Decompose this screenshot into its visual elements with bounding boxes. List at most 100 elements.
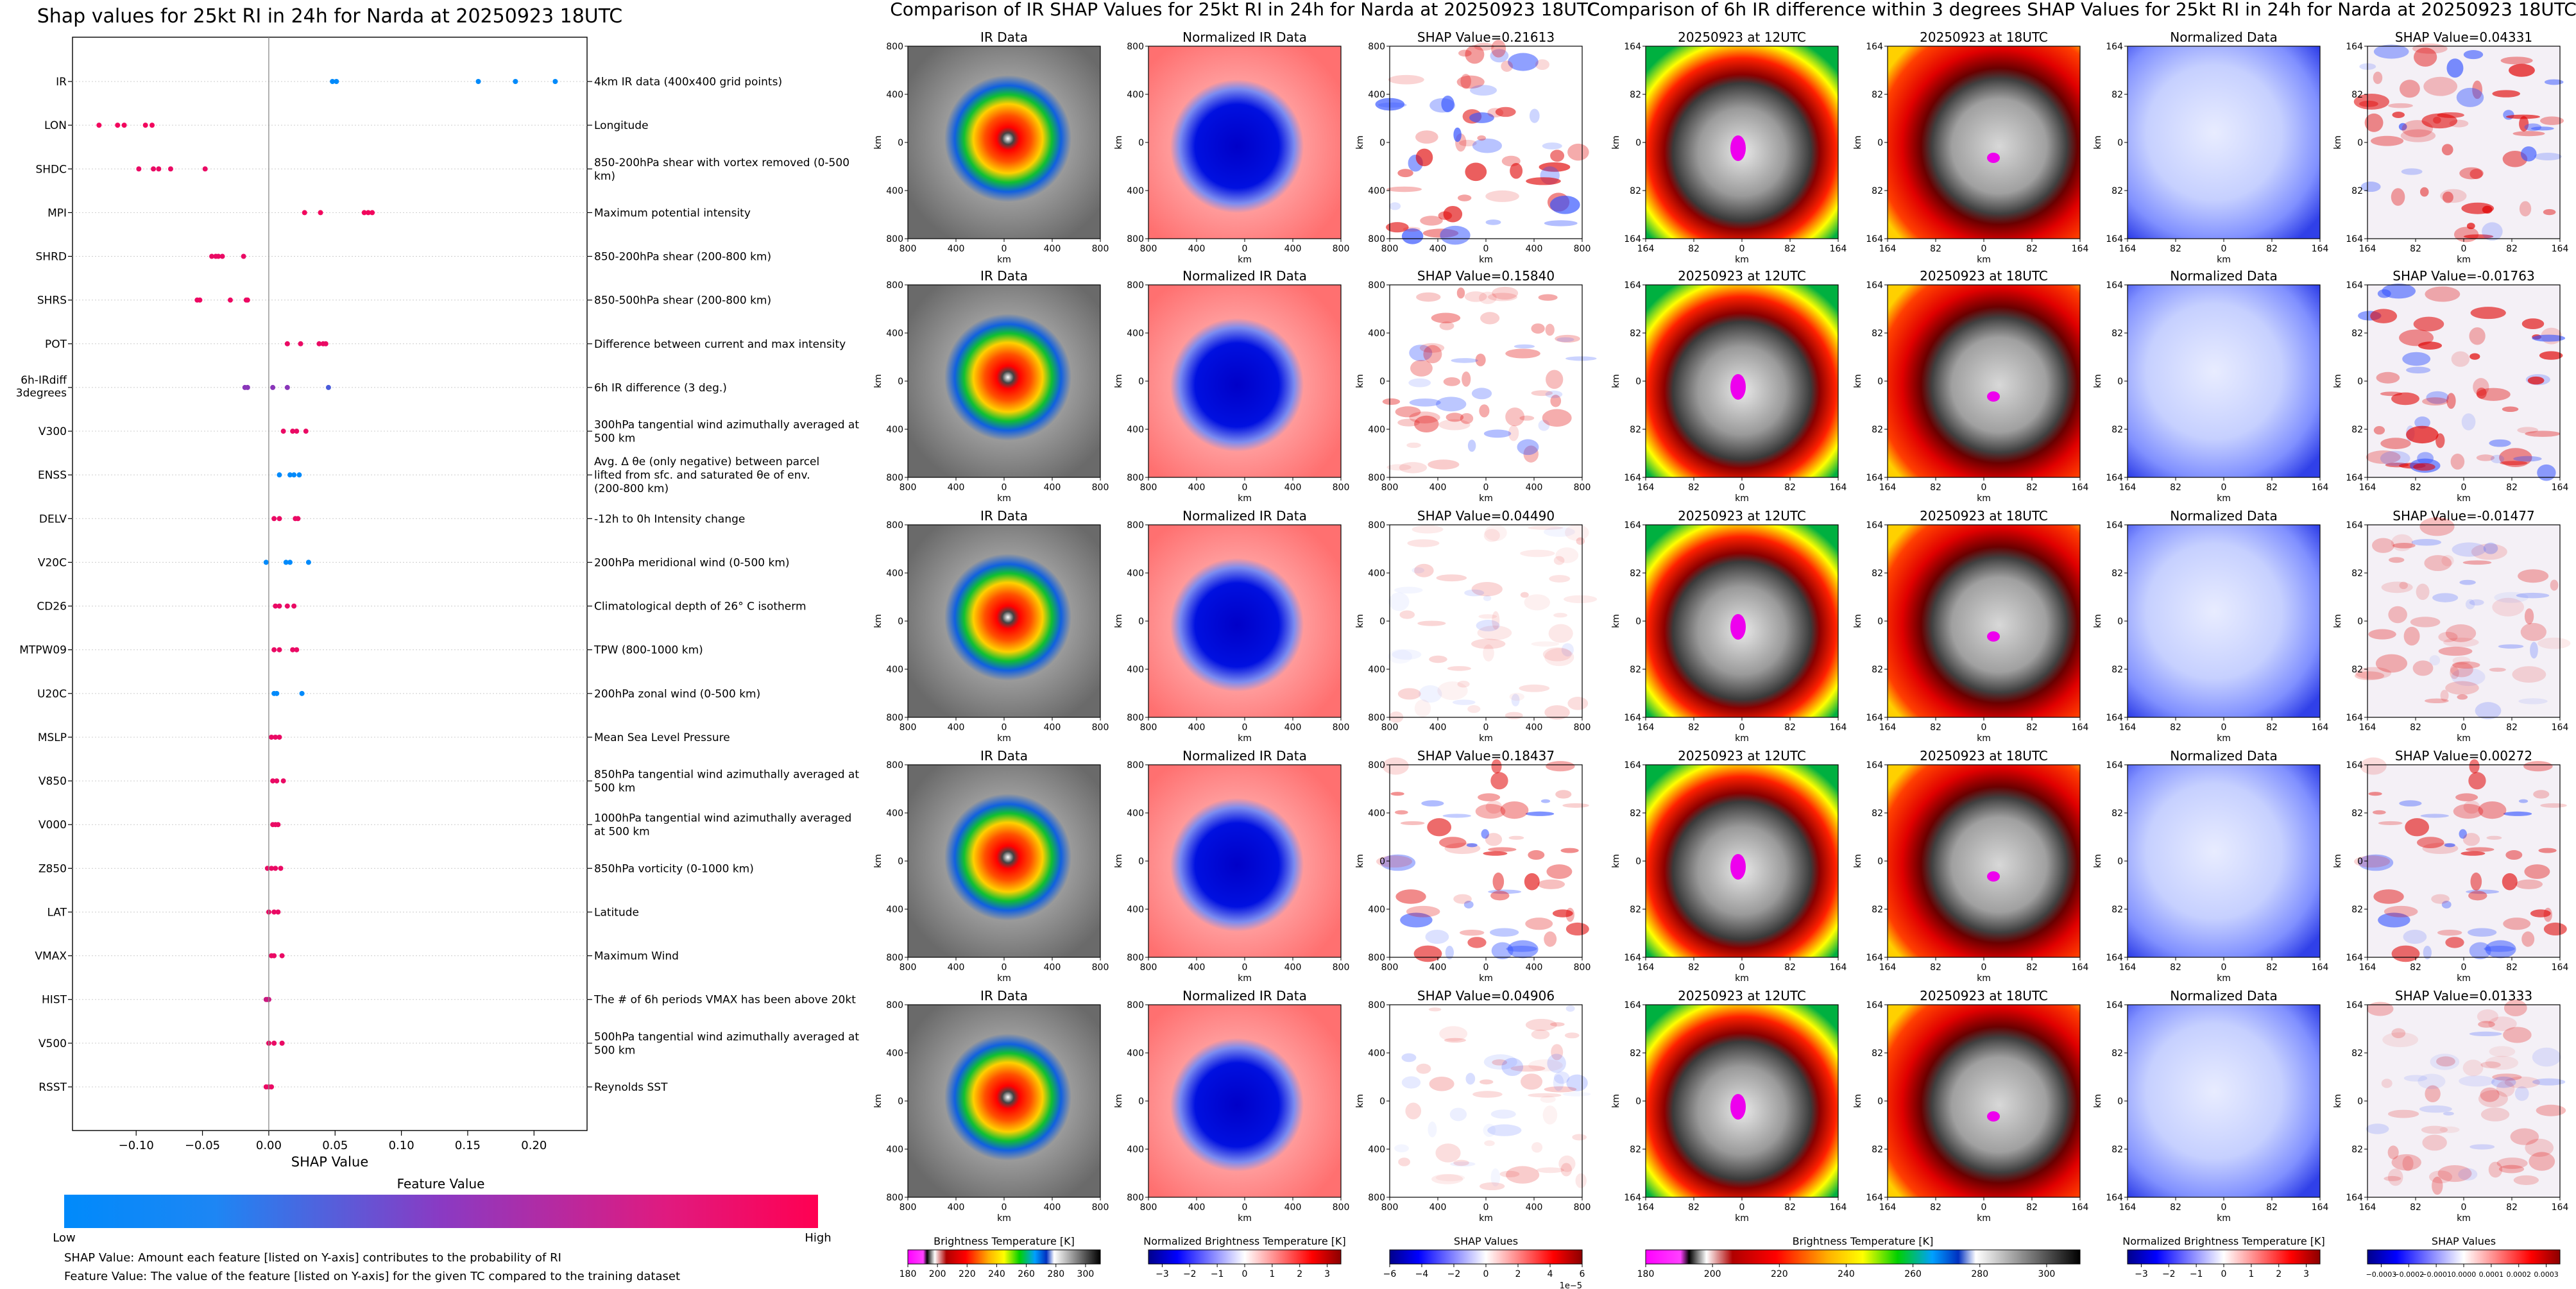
y-tick-label: 164 <box>2346 1000 2363 1011</box>
shap-point <box>279 953 285 959</box>
shap-patch <box>1560 848 1579 853</box>
colorbar-tick-label: 240 <box>988 1269 1005 1279</box>
y-axis-label: km <box>873 614 883 628</box>
shap-patch <box>2470 872 2482 891</box>
shap-patch <box>2424 555 2452 572</box>
y-tick-label: 82 <box>2351 186 2363 196</box>
y-tick-label: 164 <box>2106 42 2123 52</box>
shap-point <box>271 909 277 915</box>
x-tick-label: 400 <box>1044 244 1061 254</box>
shap-patch <box>1419 685 1442 703</box>
shap-patch <box>1472 138 1503 153</box>
y-axis-label: km <box>1611 135 1621 149</box>
shap-patch <box>2532 1078 2566 1086</box>
shap-patch <box>1397 169 1413 178</box>
y-tick-label: 164 <box>2106 713 2123 723</box>
shap-point <box>269 866 275 871</box>
subplot-title: 20250923 at 18UTC <box>1920 988 2048 1003</box>
y-tick-label: 0 <box>2357 617 2363 627</box>
y-tick-label: 0 <box>1138 138 1144 148</box>
shap-patch <box>1508 425 1519 441</box>
y-axis-label: km <box>873 1094 883 1108</box>
x-axis-label: km <box>1479 255 1493 265</box>
x-tick-label: 400 <box>948 482 965 493</box>
x-tick-label: 164 <box>1637 962 1655 973</box>
y-tick-label: 800 <box>886 473 903 483</box>
x-tick-label: 164 <box>1830 244 1847 254</box>
shap-patch <box>1520 1073 1543 1090</box>
colorbar-tick-label: 2 <box>1297 1269 1302 1279</box>
x-tick-label: 400 <box>1188 244 1206 254</box>
feature-description: 500hPa tangential wind azimuthally avera… <box>594 1030 859 1043</box>
y-tick-label: 0 <box>1635 138 1641 148</box>
x-tick-label: 800 <box>1140 1202 1157 1213</box>
shap-patch <box>2473 378 2489 397</box>
shap-point <box>121 123 127 128</box>
heatmap-image <box>2128 1005 2320 1197</box>
x-tick-label: 0 <box>1242 962 1248 973</box>
shap-patch <box>2445 624 2477 642</box>
shap-patch <box>2492 90 2521 98</box>
shap-point <box>287 559 293 565</box>
shap-patch <box>1531 1142 1543 1153</box>
shap-patch <box>1442 814 1472 818</box>
subplot-title: Normalized IR Data <box>1182 30 1307 45</box>
y-tick-label: 0 <box>1635 1097 1641 1107</box>
shap-patch <box>1394 586 1423 594</box>
x-tick-label: 0 <box>1483 1202 1489 1213</box>
shap-patch <box>1538 420 1550 431</box>
y-tick-label: POT <box>45 338 67 351</box>
shap-point <box>278 866 284 871</box>
shap-patch <box>1405 1102 1422 1120</box>
shap-patch <box>2446 393 2456 409</box>
ir-shap-comparison-panel: Comparison of IR SHAP Values for 25kt RI… <box>873 0 1599 1289</box>
x-tick-label: 0 <box>1739 1202 1745 1213</box>
y-tick-label: 800 <box>1368 473 1385 483</box>
feature-description: 6h IR difference (3 deg.) <box>594 382 727 395</box>
x-axis-label: km <box>2217 1213 2231 1224</box>
x-tick-label: 800 <box>1381 962 1399 973</box>
x-tick-label: 800 <box>1092 1202 1109 1213</box>
shap-patch <box>1416 1063 1431 1074</box>
x-tick-label: 400 <box>1284 244 1302 254</box>
shap-patch <box>1421 800 1444 807</box>
shap-patch <box>1467 937 1487 948</box>
heatmap-image <box>908 525 1100 717</box>
subplot-title: Normalized IR Data <box>1182 988 1307 1003</box>
shap-point <box>277 647 282 653</box>
shap-patch <box>2480 1061 2501 1068</box>
shap-patch <box>2520 146 2537 162</box>
y-tick-label: 82 <box>1872 905 1883 915</box>
shap-patch <box>1423 345 1442 364</box>
shap-patch <box>2461 851 2486 856</box>
shap-patch <box>2366 1123 2389 1134</box>
chart-title: Shap values for 25kt RI in 24h for Narda… <box>37 5 623 28</box>
x-tick-label: 82 <box>1930 482 1941 493</box>
x-tick-label: 164 <box>2072 722 2089 733</box>
y-tick-label: 82 <box>2111 665 2123 675</box>
x-tick-label: 800 <box>900 962 917 973</box>
plot-frame <box>72 37 588 1131</box>
subplot-title: Normalized Data <box>2170 748 2278 764</box>
x-tick-label: 800 <box>1333 244 1350 254</box>
shap-patch <box>2354 671 2385 681</box>
shap-patch <box>2544 79 2564 85</box>
shap-patch <box>1386 464 1412 471</box>
shap-patch <box>1429 655 1447 663</box>
subplot-title: 20250923 at 12UTC <box>1678 508 1806 524</box>
shap-patch <box>1553 613 1567 618</box>
subplot-title: SHAP Value=0.18437 <box>1417 748 1555 764</box>
shap-patch <box>1538 294 1558 301</box>
feature-description: 850-500hPa shear (200-800 km) <box>594 295 771 307</box>
y-tick-label: 82 <box>1872 186 1883 196</box>
y-tick-label: 164 <box>1866 953 1883 963</box>
shap-patch <box>1483 644 1494 662</box>
y-tick-label: 164 <box>2106 234 2123 244</box>
shap-point <box>295 516 301 522</box>
shap-patch <box>2371 135 2404 146</box>
shap-patch <box>1531 390 1553 397</box>
x-tick-label: 82 <box>2026 962 2038 973</box>
shap-patch <box>2502 873 2518 891</box>
y-tick-label: 800 <box>1368 1193 1385 1203</box>
shap-patch <box>1501 1057 1524 1077</box>
